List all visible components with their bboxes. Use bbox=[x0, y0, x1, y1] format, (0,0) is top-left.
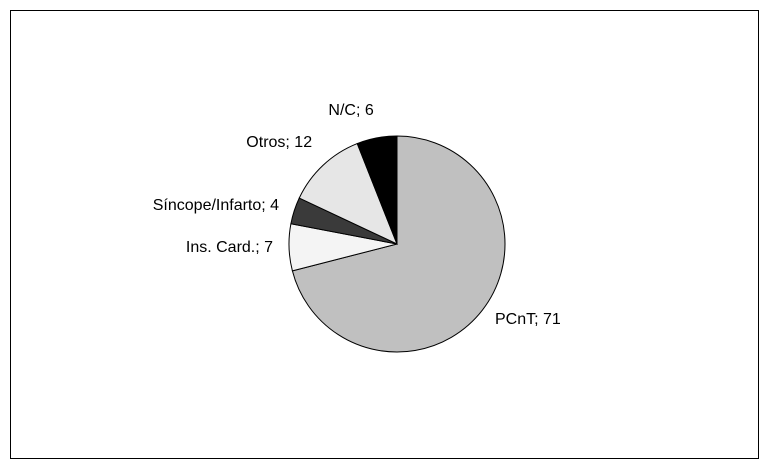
pie-slice bbox=[291, 135, 506, 353]
data-label: N/C; 6 bbox=[328, 102, 374, 120]
data-label: Ins. Card.; 7 bbox=[185, 238, 274, 256]
data-label: Otros; 12 bbox=[246, 133, 313, 151]
pie-slice bbox=[298, 142, 398, 245]
data-label: PCnT; 71 bbox=[494, 311, 561, 328]
data-label: Síncope/Infarto; 4 bbox=[152, 196, 280, 214]
pie-slice bbox=[356, 135, 398, 245]
